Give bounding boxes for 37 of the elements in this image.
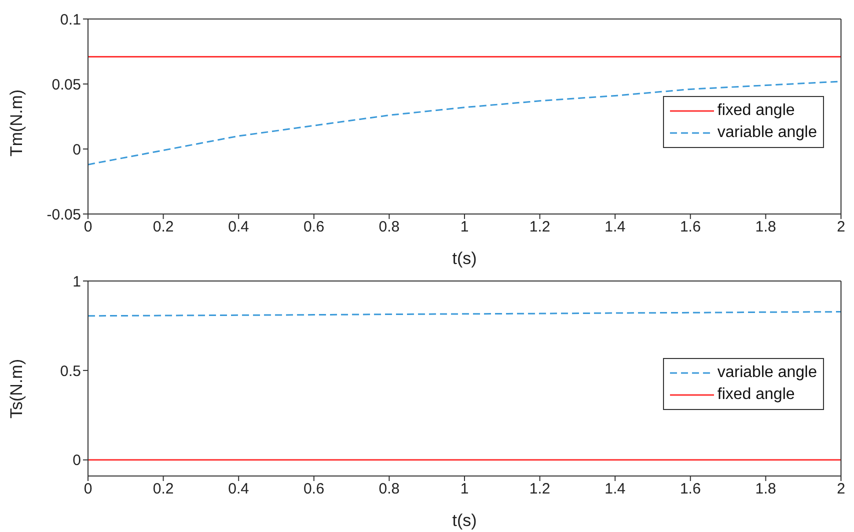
y-axis-title: Ts(N.m)	[7, 359, 26, 418]
x-tick-label: 0	[84, 218, 92, 236]
x-tick-label: 0.4	[228, 480, 250, 498]
x-tick-label: 1.6	[680, 218, 701, 236]
y-tick-label: 0	[72, 141, 81, 158]
x-tick-label: 0.8	[378, 218, 400, 236]
x-tick-label: 1	[460, 480, 469, 498]
legend-label: fixed angle	[717, 101, 795, 121]
x-axis-title: t(s)	[452, 249, 477, 268]
x-axis-title: t(s)	[452, 511, 477, 530]
y-tick-label: 0.1	[60, 11, 81, 28]
x-tick-label: 1.6	[680, 480, 701, 498]
y-tick-label: 0.05	[52, 76, 81, 94]
x-tick-label: 0.8	[378, 480, 400, 498]
x-tick-label: 1.8	[755, 218, 776, 236]
legend-label: variable angle	[717, 123, 817, 143]
y-tick-label: 0.5	[60, 362, 81, 380]
x-tick-label: 1.4	[604, 480, 626, 498]
x-tick-label: 1.2	[529, 480, 550, 498]
x-tick-label: 1.4	[604, 218, 626, 236]
x-tick-label: 2	[836, 218, 846, 236]
x-tick-label: 1.8	[755, 480, 776, 498]
x-tick-label: 1.2	[529, 218, 550, 236]
y-axis-title: Tm(N.m)	[7, 89, 26, 156]
x-tick-label: 0	[84, 480, 92, 498]
x-tick-label: 1	[460, 218, 469, 236]
legend-label: fixed angle	[717, 385, 795, 405]
x-tick-label: 0.4	[228, 218, 250, 236]
x-tick-label: 0.6	[303, 218, 324, 236]
y-tick-label: 0	[72, 452, 81, 470]
x-tick-label: 0.2	[152, 480, 174, 498]
x-tick-label: 0.6	[303, 480, 324, 498]
y-tick-label: 1	[72, 273, 81, 290]
legend-label: variable angle	[717, 363, 817, 383]
x-tick-label: 0.2	[152, 218, 174, 236]
x-tick-label: 2	[836, 480, 846, 498]
y-tick-label: -0.05	[46, 206, 81, 224]
